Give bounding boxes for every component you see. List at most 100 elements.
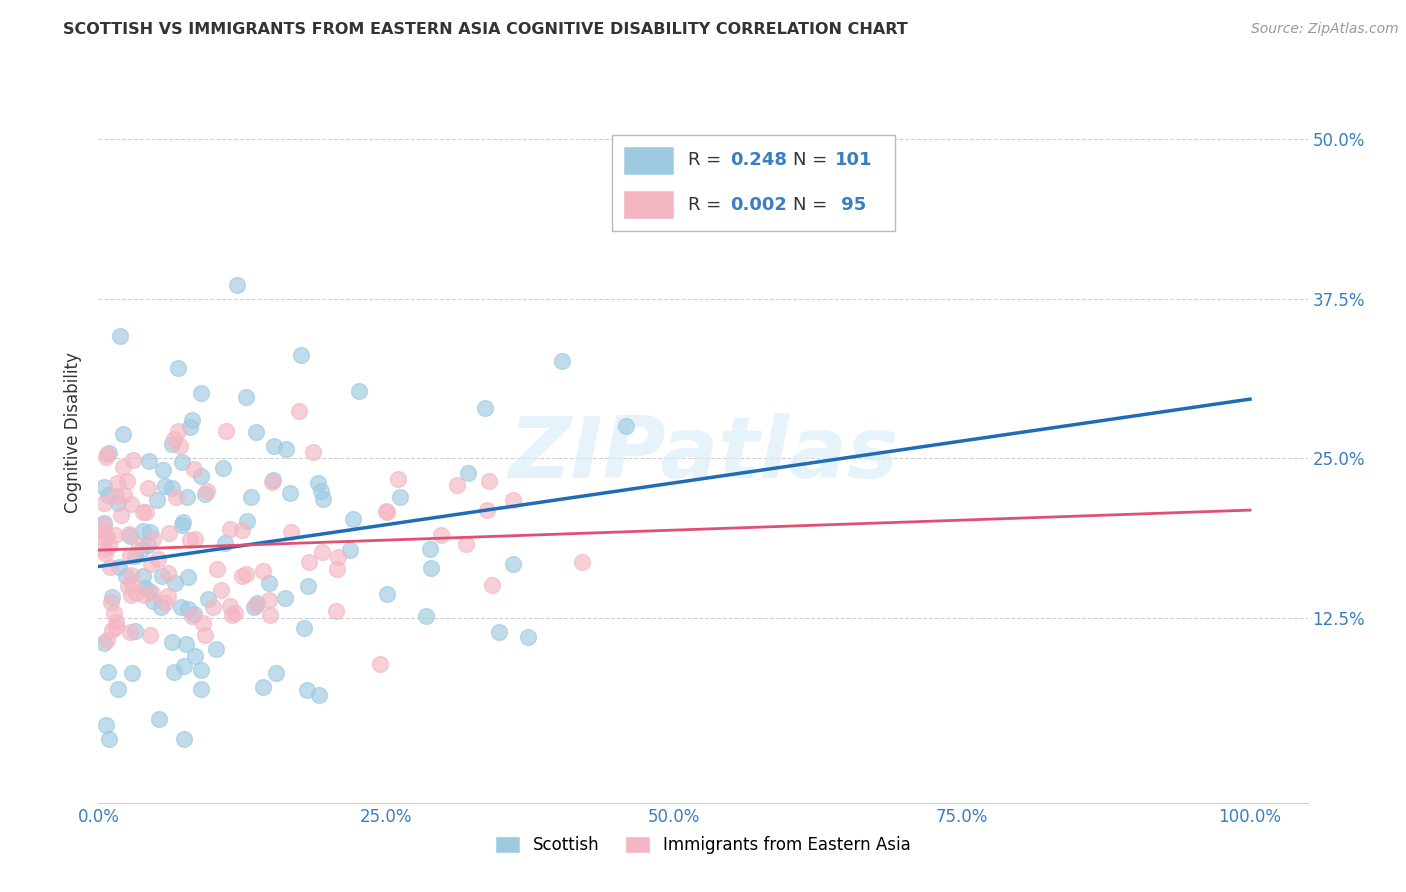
Point (93, 636, 115, 650)
Point (97, 665, 120, 679)
Point (150, 568, 173, 582)
Point (124, 624, 146, 638)
Point (307, 475, 329, 490)
Point (110, 508, 132, 523)
Point (260, 475, 283, 489)
Point (614, 418, 637, 433)
Text: R =: R = (688, 152, 721, 169)
Point (235, 390, 257, 404)
Point (430, 528, 453, 542)
Point (101, 590, 124, 604)
Point (142, 532, 165, 546)
Point (153, 596, 176, 610)
Point (165, 490, 187, 504)
Point (160, 634, 183, 648)
Point (148, 712, 170, 726)
Point (100, 560, 122, 574)
Point (136, 481, 159, 495)
Point (93, 480, 115, 494)
Point (93, 516, 115, 531)
Point (226, 278, 249, 293)
Point (205, 642, 228, 657)
Point (100, 595, 122, 609)
Point (214, 535, 236, 549)
Point (141, 586, 163, 600)
Point (308, 689, 330, 703)
Point (278, 486, 301, 500)
Point (257, 576, 280, 591)
Legend: Scottish, Immigrants from Eastern Asia: Scottish, Immigrants from Eastern Asia (488, 830, 918, 861)
Text: R =: R = (688, 195, 721, 214)
Point (93, 524, 115, 539)
Point (121, 666, 143, 681)
Point (153, 479, 176, 493)
Point (152, 463, 174, 477)
Y-axis label: Cognitive Disability: Cognitive Disability (65, 352, 83, 513)
Point (457, 466, 479, 480)
Point (235, 566, 257, 581)
Point (105, 476, 128, 491)
Point (96, 530, 118, 544)
Point (148, 552, 170, 566)
Point (156, 589, 179, 603)
Point (342, 512, 364, 526)
Point (190, 469, 212, 483)
Point (132, 588, 155, 602)
Point (184, 532, 207, 546)
Point (190, 385, 212, 400)
Point (181, 609, 204, 624)
Point (118, 625, 141, 640)
Point (135, 505, 157, 519)
Point (339, 542, 361, 557)
Point (218, 599, 240, 613)
Text: N =: N = (793, 195, 827, 214)
Point (98, 540, 121, 554)
Text: 95: 95 (835, 195, 866, 214)
Point (162, 481, 184, 495)
Point (454, 537, 477, 551)
Point (115, 569, 138, 583)
Point (163, 433, 186, 447)
Point (93, 541, 115, 556)
Point (389, 490, 412, 504)
Point (231, 569, 253, 583)
Point (242, 600, 264, 615)
Point (173, 731, 195, 746)
Point (176, 490, 198, 504)
Point (309, 483, 332, 498)
Point (167, 424, 190, 438)
Point (325, 604, 347, 618)
Point (190, 663, 212, 677)
Text: 101: 101 (835, 152, 873, 169)
Point (488, 624, 510, 639)
Point (240, 490, 263, 504)
Point (103, 606, 125, 620)
Text: ZIPatlas: ZIPatlas (508, 413, 898, 496)
Point (183, 607, 205, 621)
Point (132, 524, 155, 538)
Point (419, 561, 441, 575)
Point (326, 562, 349, 576)
Point (194, 628, 217, 642)
Point (311, 544, 333, 558)
Point (190, 681, 212, 696)
Point (132, 505, 155, 519)
Point (124, 549, 146, 563)
Point (347, 384, 370, 398)
Point (120, 589, 142, 603)
Point (245, 598, 267, 612)
Point (246, 596, 269, 610)
Point (145, 493, 167, 508)
Point (205, 562, 228, 576)
Point (112, 488, 135, 502)
Point (104, 615, 127, 629)
Point (419, 541, 441, 556)
Point (142, 594, 165, 608)
Point (150, 600, 173, 615)
Point (128, 539, 150, 553)
Point (218, 522, 240, 536)
Point (121, 452, 143, 467)
Point (131, 542, 153, 557)
Point (111, 459, 134, 474)
Point (236, 514, 259, 528)
